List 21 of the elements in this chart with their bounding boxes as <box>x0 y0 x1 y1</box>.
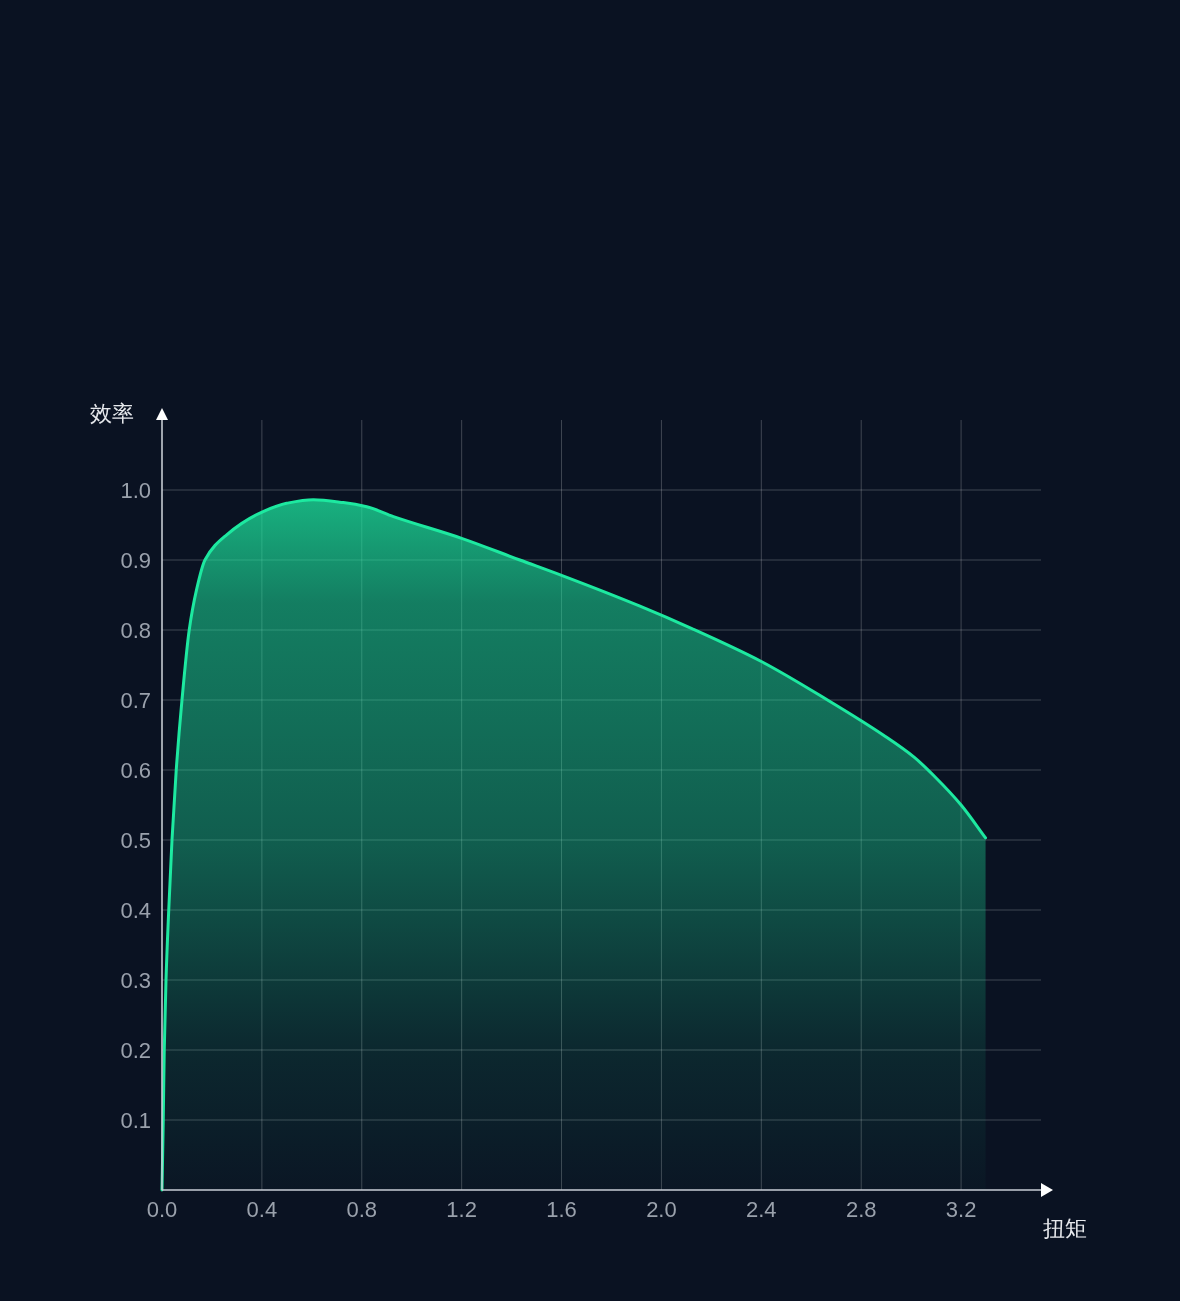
y-tick-label: 0.6 <box>120 758 151 783</box>
y-tick-label: 0.7 <box>120 688 151 713</box>
y-axis-title: 效率 <box>90 401 134 426</box>
x-tick-label: 1.6 <box>546 1197 577 1222</box>
x-axis-title: 扭矩 <box>1043 1216 1087 1241</box>
y-tick-label: 0.4 <box>120 898 151 923</box>
y-tick-label: 0.8 <box>120 618 151 643</box>
x-tick-label: 1.2 <box>446 1197 477 1222</box>
x-tick-label: 2.8 <box>845 1197 877 1222</box>
y-tick-label: 0.5 <box>120 828 151 853</box>
y-tick-label: 0.1 <box>120 1108 151 1133</box>
y-tick-label: 1.0 <box>120 478 151 503</box>
y-tick-label: 0.9 <box>120 548 151 573</box>
x-tick-label: 2.0 <box>646 1197 677 1222</box>
x-tick-label: 0.4 <box>246 1197 278 1222</box>
x-tick-label: 2.4 <box>746 1197 777 1222</box>
y-tick-label: 0.3 <box>120 968 151 993</box>
x-tick-label: 0.8 <box>346 1197 378 1222</box>
x-tick-label: 0.0 <box>146 1197 178 1222</box>
y-tick-label: 0.2 <box>120 1038 151 1063</box>
x-tick-label: 3.2 <box>945 1197 977 1222</box>
